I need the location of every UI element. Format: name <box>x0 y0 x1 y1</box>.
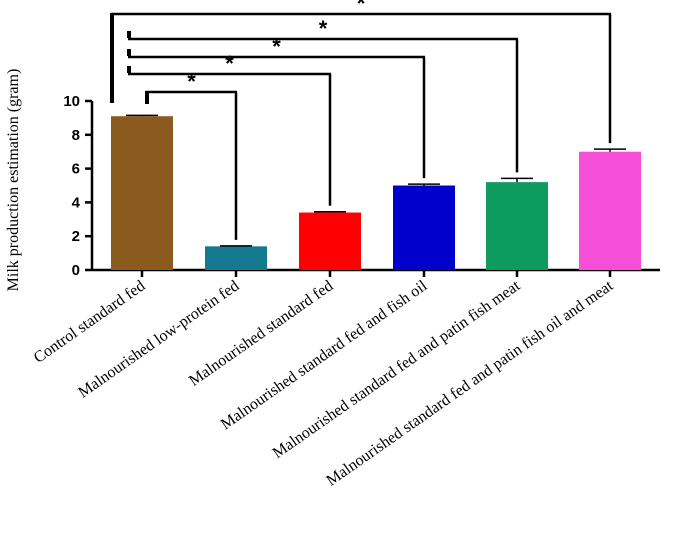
significance-star: * <box>319 16 328 41</box>
y-tick-label: 10 <box>63 93 80 110</box>
y-tick-label: 2 <box>72 228 80 245</box>
bar <box>579 151 641 270</box>
axes <box>85 99 660 277</box>
significance-star: * <box>187 69 196 94</box>
x-tick-label: Malnourished low-protein fed <box>75 277 242 401</box>
error-bars <box>126 114 626 247</box>
significance-star: * <box>225 51 234 76</box>
bar <box>205 246 267 270</box>
y-tick-label: 8 <box>72 127 80 144</box>
significance-star: * <box>272 34 281 59</box>
bar <box>299 212 361 270</box>
bar <box>486 182 548 270</box>
significance-brackets: * * * * * <box>110 0 612 240</box>
y-tick-label: 4 <box>72 194 81 211</box>
y-tick-label: 6 <box>72 161 80 178</box>
significance-star: * <box>357 0 366 16</box>
bars <box>111 116 641 271</box>
y-axis-title: Milk production estimation (gram) <box>5 69 22 292</box>
y-tick-label: 0 <box>72 262 80 279</box>
bar <box>111 116 173 271</box>
bar <box>393 185 455 270</box>
